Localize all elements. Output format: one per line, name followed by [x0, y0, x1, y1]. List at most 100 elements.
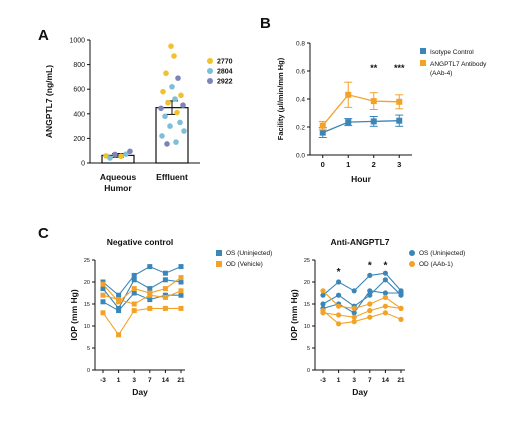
- legend-label: ANGPTL7 Antibody: [430, 61, 487, 68]
- data-point: [147, 297, 153, 303]
- data-point: [158, 105, 164, 112]
- data-point: [131, 301, 137, 307]
- data-point: [382, 277, 388, 283]
- data-point: [320, 301, 326, 307]
- data-point: [100, 310, 106, 316]
- data-point: [100, 281, 106, 287]
- y-tick-label: 25: [304, 258, 310, 264]
- data-point: [396, 98, 403, 105]
- series-line: [102, 265, 182, 296]
- legend-label: OD (AAb-1): [419, 261, 453, 268]
- y-tick-label: 800: [73, 62, 85, 69]
- y-tick-label: 15: [304, 302, 310, 308]
- series-line: [322, 94, 400, 127]
- data-point: [116, 297, 122, 303]
- legend-marker: [420, 48, 426, 54]
- x-tick-label: -3: [100, 377, 106, 384]
- y-tick-label: 5: [87, 346, 90, 352]
- data-point: [370, 98, 377, 105]
- data-point: [174, 109, 180, 116]
- data-point: [367, 314, 373, 320]
- data-point: [396, 117, 403, 124]
- data-point: [382, 303, 388, 309]
- data-point: [351, 310, 357, 316]
- data-point: [147, 264, 153, 270]
- x-tick-label: 2: [372, 160, 376, 169]
- x-axis-label: Day: [352, 387, 368, 397]
- data-point: [131, 272, 137, 278]
- data-point: [173, 139, 179, 145]
- data-point: [398, 290, 404, 296]
- y-tick-label: 0.4: [296, 97, 305, 104]
- x-tick-label: Humor: [104, 183, 132, 193]
- data-point: [345, 91, 352, 98]
- data-point: [320, 308, 326, 314]
- data-point: [100, 299, 106, 305]
- legend-label: (AAb-4): [430, 70, 452, 77]
- data-point: [367, 301, 373, 307]
- y-tick-label: 10: [304, 324, 310, 330]
- data-point: [162, 286, 168, 292]
- x-tick-label: 3: [132, 377, 136, 384]
- data-point: [112, 151, 118, 158]
- legend-marker: [409, 250, 415, 256]
- data-point: [116, 292, 122, 298]
- y-tick-label: 15: [84, 302, 90, 308]
- significance-marker: **: [370, 63, 378, 73]
- series-line: [102, 292, 181, 312]
- data-point: [100, 286, 106, 292]
- series-line: [322, 305, 402, 318]
- series-line: [102, 307, 181, 336]
- data-point: [147, 286, 153, 292]
- y-axis-label: IOP (mm Hg): [69, 289, 79, 340]
- data-point: [370, 118, 377, 125]
- data-point: [382, 294, 388, 300]
- x-axis-label: Hour: [351, 174, 372, 184]
- data-point: [336, 292, 342, 298]
- y-tick-label: 0: [307, 368, 310, 374]
- x-tick-label: 0: [321, 160, 325, 169]
- legend-label: 2922: [217, 79, 233, 86]
- legend-marker: [216, 261, 222, 267]
- x-tick-label: 3: [352, 377, 356, 384]
- y-tick-label: 0.2: [296, 125, 305, 132]
- data-point: [172, 96, 178, 102]
- data-point: [171, 53, 177, 59]
- x-axis-label: Day: [132, 387, 148, 397]
- panel-label-b: B: [260, 15, 271, 32]
- data-point: [147, 292, 153, 298]
- y-axis-label: Facility (μl/min/mm Hg): [276, 57, 285, 140]
- x-tick-label: 21: [397, 377, 405, 384]
- y-axis-label: IOP (mm Hg): [289, 289, 299, 340]
- chart-title: Anti-ANGPTL7: [330, 237, 389, 247]
- legend-label: 2804: [217, 69, 233, 76]
- data-point: [178, 279, 184, 285]
- x-tick-label: 1: [346, 160, 350, 169]
- data-point: [351, 288, 357, 294]
- chart-title: Negative control: [107, 237, 174, 247]
- panel-b-chart: 0.0 0.2 0.4 0.6 0.8 0 1 2 3 Hour Facility (μl/min/…: [276, 41, 487, 185]
- x-tick-label: 3: [397, 160, 401, 169]
- data-point: [159, 133, 165, 139]
- x-tick-label: 1: [117, 377, 121, 384]
- data-point: [336, 303, 342, 309]
- data-point: [164, 141, 170, 147]
- legend-label: 2770: [217, 59, 233, 66]
- data-point: [165, 99, 171, 106]
- data-point: [351, 319, 357, 325]
- x-tick-label: 14: [382, 377, 390, 384]
- data-point: [320, 288, 326, 294]
- legend-label: OS (Uninjected): [226, 250, 272, 257]
- data-point: [131, 290, 137, 296]
- data-point: [181, 128, 187, 134]
- series-line: [322, 310, 402, 325]
- legend-marker: [207, 68, 213, 74]
- data-point: [131, 277, 137, 283]
- data-point: [127, 148, 133, 155]
- legend-marker: [216, 250, 222, 256]
- legend-label: Isotype Control: [430, 49, 474, 56]
- data-point: [178, 292, 184, 298]
- series-line: [322, 290, 402, 309]
- data-point: [398, 316, 404, 322]
